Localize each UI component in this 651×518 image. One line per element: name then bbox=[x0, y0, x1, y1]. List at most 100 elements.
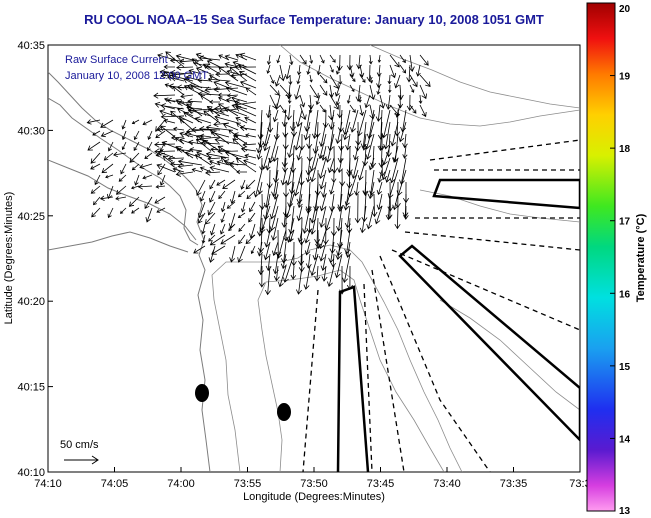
current-arrow bbox=[299, 54, 307, 65]
current-arrow bbox=[366, 205, 375, 230]
current-arrow bbox=[100, 119, 114, 128]
current-arrow bbox=[199, 166, 212, 173]
current-arrow bbox=[272, 145, 279, 163]
current-arrow bbox=[100, 130, 114, 138]
radar-line bbox=[404, 231, 580, 251]
current-arrow bbox=[334, 84, 341, 97]
current-arrow bbox=[131, 119, 140, 125]
current-arrow bbox=[130, 185, 140, 190]
radar-line bbox=[302, 289, 319, 472]
current-arrow bbox=[155, 130, 166, 139]
current-arrow bbox=[265, 253, 272, 272]
current-arrow bbox=[222, 122, 239, 131]
current-arrow bbox=[205, 151, 230, 159]
colorbar-tick-label: 15 bbox=[619, 362, 631, 373]
current-arrow bbox=[230, 190, 236, 205]
colorbar-gradient bbox=[586, 2, 616, 512]
current-arrow bbox=[156, 163, 176, 173]
current-arrow bbox=[222, 179, 236, 190]
current-arrow bbox=[376, 64, 382, 77]
current-arrow bbox=[239, 80, 257, 89]
current-arrow bbox=[329, 54, 336, 63]
current-arrow bbox=[134, 174, 140, 186]
current-arrow bbox=[315, 94, 321, 106]
y-tick-label: 40:10 bbox=[17, 467, 45, 479]
current-arrow bbox=[218, 190, 226, 200]
current-arrow bbox=[335, 64, 341, 75]
current-arrow bbox=[389, 157, 399, 184]
current-arrow bbox=[195, 66, 212, 75]
current-arrow bbox=[165, 51, 185, 68]
y-axis: 40:10 40:15 40:20 40:25 40:30 40:35 bbox=[17, 40, 53, 479]
current-arrow bbox=[200, 95, 212, 103]
current-arrow bbox=[103, 152, 114, 161]
current-arrow bbox=[249, 223, 256, 239]
current-arrow bbox=[394, 205, 401, 230]
current-arrow bbox=[220, 234, 236, 245]
current-arrow bbox=[274, 94, 281, 110]
current-arrow bbox=[204, 86, 221, 93]
current-arrow bbox=[273, 265, 280, 282]
bay-shore bbox=[48, 159, 197, 241]
current-arrow bbox=[209, 160, 221, 166]
current-arrow bbox=[209, 190, 216, 203]
current-arrow bbox=[202, 140, 221, 152]
current-arrow bbox=[317, 133, 327, 160]
current-arrow bbox=[238, 223, 246, 232]
current-arrow bbox=[409, 84, 415, 93]
current-arrow bbox=[402, 145, 408, 159]
current-arrow bbox=[238, 64, 257, 75]
current-arrow bbox=[253, 169, 263, 198]
current-arrow bbox=[207, 156, 221, 162]
current-arrow bbox=[188, 68, 203, 75]
current-arrow bbox=[280, 169, 287, 186]
current-arrow bbox=[288, 229, 295, 243]
current-arrow bbox=[286, 84, 292, 100]
current-arrow bbox=[173, 126, 185, 132]
current-arrow bbox=[245, 87, 257, 96]
current-arrow bbox=[196, 179, 206, 196]
current-arrow bbox=[281, 241, 288, 264]
current-arrow bbox=[219, 223, 226, 235]
current-arrow bbox=[266, 54, 272, 66]
current-arrow bbox=[207, 76, 230, 83]
shipping-lanes bbox=[336, 178, 580, 472]
current-arrow bbox=[329, 94, 339, 110]
current-arrow bbox=[419, 54, 429, 66]
current-arrow bbox=[231, 103, 248, 110]
current-arrow bbox=[225, 97, 239, 103]
current-arrow bbox=[190, 84, 212, 96]
radar-line bbox=[391, 249, 580, 331]
current-arrow bbox=[394, 74, 401, 89]
current-arrow bbox=[187, 98, 203, 105]
current-arrow bbox=[229, 245, 236, 263]
current-arrow bbox=[163, 64, 176, 70]
current-arrow bbox=[214, 114, 239, 124]
colorbar-tick-label: 19 bbox=[619, 72, 631, 83]
current-arrow bbox=[201, 234, 206, 244]
y-tick-label: 40:35 bbox=[17, 40, 45, 52]
current-arrow bbox=[324, 205, 335, 232]
current-arrow bbox=[155, 184, 166, 189]
current-arrow bbox=[175, 53, 194, 61]
current-arrow bbox=[318, 229, 327, 250]
current-arrow bbox=[397, 94, 404, 109]
current-arrow bbox=[137, 183, 153, 190]
current-arrow bbox=[233, 132, 248, 138]
current-arrow bbox=[186, 103, 203, 117]
colorbar-ticks: 13 14 15 16 17 18 19 20 bbox=[610, 2, 631, 517]
current-arrow bbox=[285, 157, 295, 186]
current-arrow bbox=[330, 253, 337, 268]
current-arrow bbox=[121, 119, 127, 130]
current-arrow bbox=[243, 159, 257, 166]
x-tick-label: 74:00 bbox=[167, 478, 195, 490]
current-arrow bbox=[387, 74, 392, 85]
current-arrow bbox=[209, 99, 220, 105]
current-arrow bbox=[177, 163, 194, 170]
current-arrow bbox=[87, 141, 101, 151]
current-arrow bbox=[235, 116, 248, 124]
current-arrow bbox=[172, 167, 185, 173]
current-arrow bbox=[349, 74, 356, 82]
current-arrow bbox=[266, 104, 272, 119]
current-arrow bbox=[120, 163, 127, 175]
